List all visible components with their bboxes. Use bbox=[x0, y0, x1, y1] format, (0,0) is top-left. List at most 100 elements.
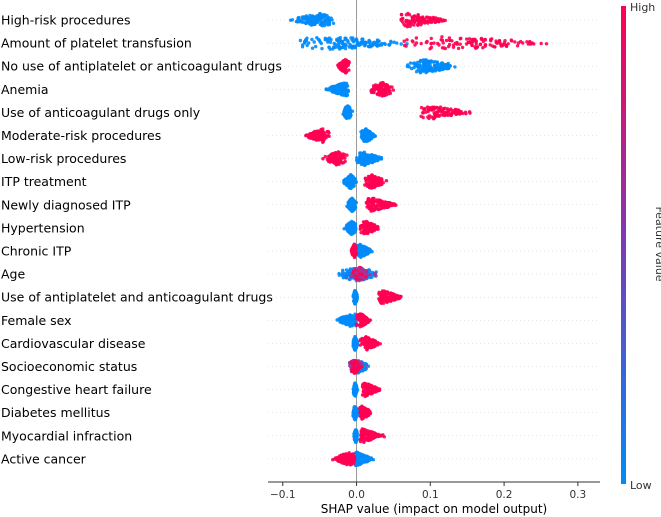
shap-point bbox=[457, 111, 462, 115]
shap-point bbox=[359, 162, 364, 167]
shap-point bbox=[429, 42, 433, 46]
shap-point bbox=[350, 207, 355, 212]
shap-point bbox=[421, 68, 425, 72]
shap-point bbox=[366, 272, 370, 277]
shap-point bbox=[320, 24, 325, 28]
shap-point bbox=[455, 42, 459, 46]
shap-point bbox=[364, 248, 368, 252]
shap-point bbox=[414, 36, 419, 40]
shap-point bbox=[458, 42, 462, 46]
shap-point bbox=[365, 389, 370, 393]
shap-point bbox=[348, 314, 352, 318]
shap-point bbox=[411, 15, 416, 19]
shap-point bbox=[384, 179, 389, 183]
shap-point bbox=[369, 89, 373, 93]
shap-point bbox=[348, 199, 352, 203]
shap-point bbox=[375, 39, 380, 43]
feature-label: High-risk procedures bbox=[1, 13, 131, 28]
shap-point bbox=[443, 106, 447, 111]
shap-point bbox=[525, 40, 529, 44]
shap-point bbox=[379, 298, 384, 302]
shap-point bbox=[359, 224, 363, 228]
feature-label: Chronic ITP bbox=[1, 244, 72, 259]
shap-point bbox=[320, 46, 324, 51]
shap-point bbox=[370, 343, 374, 347]
shap-point bbox=[346, 88, 350, 92]
shap-point bbox=[432, 41, 436, 45]
shap-point bbox=[467, 37, 472, 41]
shap-point bbox=[368, 175, 372, 179]
shap-point bbox=[375, 198, 379, 203]
shap-point bbox=[498, 42, 503, 46]
shap-point bbox=[383, 42, 387, 46]
shap-point bbox=[319, 127, 323, 132]
shap-point bbox=[297, 16, 301, 21]
shap-point bbox=[417, 17, 422, 21]
shap-point bbox=[364, 225, 368, 229]
shap-point bbox=[360, 37, 364, 41]
shap-point bbox=[369, 205, 373, 209]
shap-point bbox=[478, 42, 483, 46]
shap-point bbox=[352, 338, 357, 342]
shap-point bbox=[359, 230, 363, 235]
shap-point bbox=[338, 61, 343, 66]
feature-label: Active cancer bbox=[1, 451, 87, 466]
shap-point bbox=[355, 410, 359, 414]
shap-point bbox=[317, 129, 321, 133]
shap-point bbox=[364, 393, 368, 397]
shap-point bbox=[471, 37, 475, 42]
shap-point bbox=[348, 268, 352, 272]
shap-point bbox=[348, 226, 352, 230]
shap-point bbox=[418, 64, 422, 68]
shap-point bbox=[453, 65, 457, 69]
shap-point bbox=[366, 204, 370, 208]
shap-point bbox=[389, 41, 393, 45]
shap-point bbox=[380, 90, 385, 95]
shap-point bbox=[384, 205, 388, 210]
shap-point bbox=[501, 42, 506, 47]
shap-point bbox=[437, 114, 441, 118]
shap-point bbox=[343, 46, 348, 51]
shap-point bbox=[367, 249, 371, 253]
shap-point bbox=[371, 177, 376, 182]
shap-point bbox=[370, 433, 374, 437]
shap-point bbox=[309, 19, 313, 23]
shap-point bbox=[440, 38, 445, 43]
shap-point bbox=[426, 69, 430, 73]
shap-point bbox=[424, 58, 428, 62]
shap-point bbox=[412, 23, 416, 27]
shap-point bbox=[402, 43, 407, 48]
shap-point bbox=[372, 184, 377, 188]
shap-point bbox=[354, 200, 358, 205]
shap-point bbox=[532, 42, 536, 46]
shap-point bbox=[422, 61, 426, 66]
shap-point bbox=[301, 43, 305, 47]
shap-point bbox=[346, 181, 350, 185]
shap-point bbox=[386, 88, 390, 92]
shap-point bbox=[371, 201, 376, 205]
shap-point bbox=[350, 197, 355, 201]
shap-point bbox=[365, 135, 370, 139]
shap-point bbox=[362, 222, 367, 226]
shap-point bbox=[363, 341, 368, 345]
shap-point bbox=[349, 360, 353, 364]
shap-point bbox=[379, 292, 383, 296]
shap-point bbox=[371, 227, 376, 231]
shap-point bbox=[369, 135, 373, 140]
shap-point bbox=[343, 58, 348, 62]
shap-point bbox=[347, 68, 351, 72]
shap-point bbox=[410, 39, 414, 43]
shap-point bbox=[352, 243, 356, 247]
shap-point bbox=[378, 43, 382, 47]
shap-point bbox=[390, 292, 395, 296]
shap-point bbox=[365, 432, 370, 437]
shap-point bbox=[314, 19, 319, 23]
shap-point bbox=[326, 130, 330, 134]
shap-point bbox=[371, 388, 376, 392]
shap-point bbox=[350, 226, 355, 230]
feature-label: Female sex bbox=[1, 313, 72, 328]
shap-point bbox=[443, 62, 448, 67]
shap-point bbox=[374, 274, 378, 278]
shap-point bbox=[366, 342, 370, 346]
